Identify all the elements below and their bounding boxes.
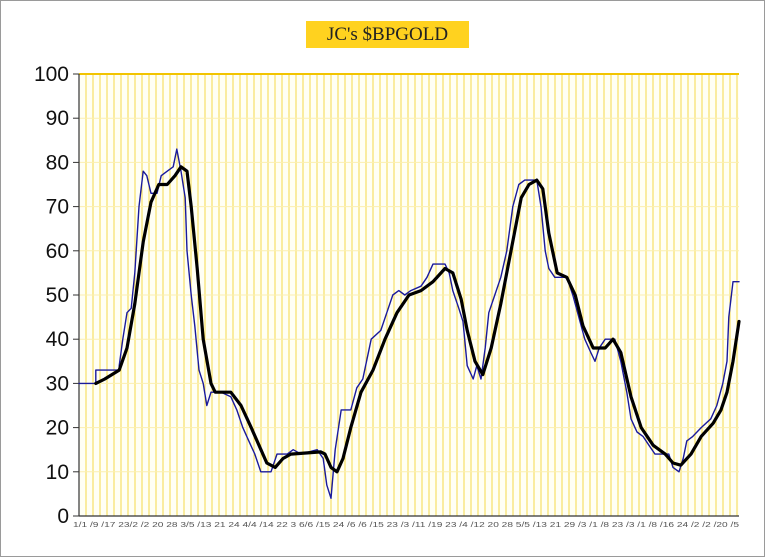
y-tick-label: 70 — [46, 196, 69, 219]
y-tick-label: 20 — [46, 417, 69, 440]
chart-title: JC's $BPGOLD — [306, 21, 469, 48]
y-tick-label: 100 — [34, 63, 69, 86]
smoothed-line-series — [94, 165, 741, 474]
y-tick-label: 0 — [57, 505, 69, 528]
price-line-series — [78, 148, 740, 499]
y-tick-label: 60 — [46, 240, 69, 263]
y-tick-label: 40 — [46, 328, 69, 351]
y-tick-label: 30 — [46, 372, 69, 395]
y-tick-label: 50 — [46, 284, 69, 307]
y-tick-label: 10 — [46, 461, 69, 484]
x-tick-labels: 1/1 /9 /17 23/2 /2 20 28 3/5 /13 21 24 4… — [73, 522, 739, 529]
y-tick-label: 90 — [46, 107, 69, 130]
y-tick-label: 80 — [46, 151, 69, 174]
